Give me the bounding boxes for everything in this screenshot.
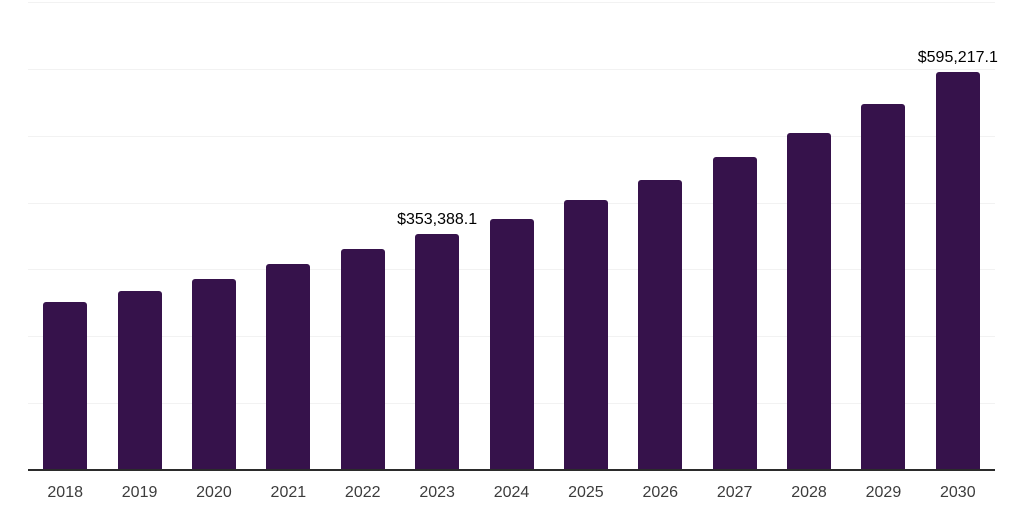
gridline [28, 2, 995, 3]
bar-2029[interactable] [861, 104, 906, 470]
x-tick-label-2018: 2018 [47, 484, 83, 501]
x-tick-label-2024: 2024 [493, 484, 530, 501]
bar-2028[interactable] [787, 133, 832, 470]
x-tick-label-2022: 2022 [344, 484, 381, 501]
bar-2023[interactable] [415, 233, 460, 470]
bar-value-label-2030: $595,217.1 [917, 49, 998, 67]
x-tick-label-2030: 2030 [940, 484, 976, 501]
x-tick-label-2029: 2029 [865, 484, 902, 501]
bar-2030[interactable] [935, 72, 980, 470]
bar-2021[interactable] [266, 263, 311, 470]
bar-2025[interactable] [563, 199, 608, 470]
x-tick-label-2020: 2020 [196, 484, 232, 501]
gridline [28, 202, 995, 204]
x-tick-label-2025: 2025 [568, 484, 604, 501]
x-tick-label-2019: 2019 [121, 484, 158, 501]
x-tick-label-2027: 2027 [716, 484, 753, 501]
bar-value-label-2023: $353,388.1 [397, 210, 478, 228]
x-axis-line [28, 469, 995, 471]
x-tick-label-2023: 2023 [419, 484, 455, 501]
gridline [28, 68, 995, 70]
bar-2024[interactable] [489, 218, 534, 470]
bar-2022[interactable] [340, 248, 385, 470]
bar-2018[interactable] [43, 301, 88, 470]
bar-2019[interactable] [117, 290, 162, 470]
bar-2020[interactable] [191, 278, 236, 470]
x-tick-label-2021: 2021 [270, 484, 307, 501]
bar-2026[interactable] [638, 179, 683, 470]
x-tick-label-2028: 2028 [791, 484, 827, 501]
x-tick-label-2026: 2026 [642, 484, 679, 501]
gridline [28, 135, 995, 137]
bar-2027[interactable] [712, 157, 757, 470]
